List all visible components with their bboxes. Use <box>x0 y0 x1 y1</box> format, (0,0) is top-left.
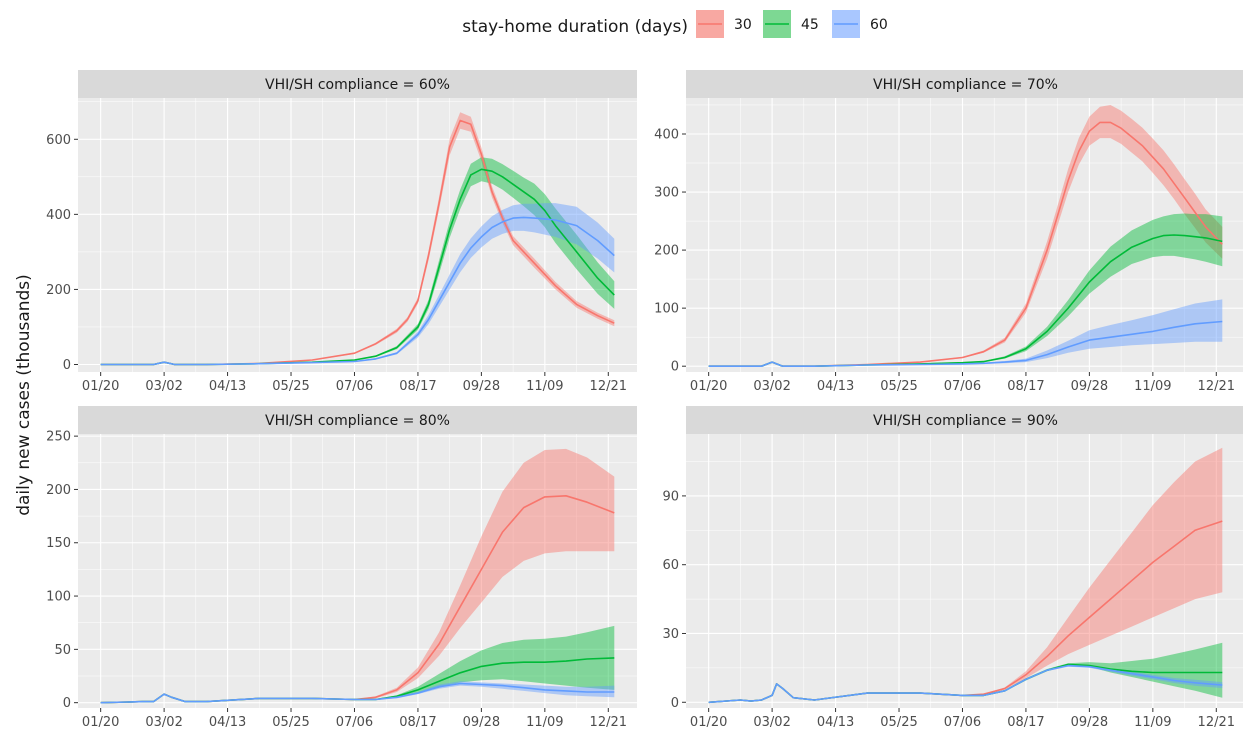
x-tick-label: 04/13 <box>817 715 854 730</box>
x-tick-label: 04/13 <box>817 379 854 394</box>
ribbon-45 <box>708 213 1223 367</box>
panel-title: VHI/SH compliance = 70% <box>873 77 1058 93</box>
ribbon-45 <box>100 625 615 703</box>
series-group <box>100 448 615 704</box>
y-tick-label: 50 <box>54 643 71 658</box>
series-group <box>708 447 1223 704</box>
x-tick-label: 08/17 <box>399 715 436 730</box>
y-tick-label: 300 <box>654 186 679 201</box>
x-tick-label: 12/21 <box>590 379 627 394</box>
x-tick-label: 07/06 <box>944 715 981 730</box>
y-tick-label: 0 <box>63 358 71 373</box>
x-tick-label: 09/28 <box>463 715 500 730</box>
y-tick-label: 400 <box>46 208 71 223</box>
panel-1: VHI/SH compliance = 60% 0 200 400 600 01/20 03… <box>46 70 637 394</box>
legend-label-30: 30 <box>734 17 752 33</box>
y-tick-label: 150 <box>46 536 71 551</box>
ribbon-30 <box>708 447 1223 703</box>
x-tick-label: 11/09 <box>526 379 563 394</box>
panel-title: VHI/SH compliance = 80% <box>265 413 450 429</box>
panel-2: VHI/SH compliance = 70% 0 100 200 300 400 01/2… <box>654 70 1243 394</box>
x-tick-label: 01/20 <box>82 379 119 394</box>
ribbon-60 <box>100 203 615 365</box>
legend: stay-home duration (days) 30 45 60 <box>462 10 888 38</box>
y-tick-label: 30 <box>662 627 679 642</box>
x-tick-label: 12/21 <box>1198 379 1235 394</box>
x-tick-label: 05/25 <box>880 379 917 394</box>
y-tick-label: 90 <box>662 489 679 504</box>
x-tick-label: 08/17 <box>1007 379 1044 394</box>
x-tick-label: 09/28 <box>463 379 500 394</box>
ribbon-30 <box>100 112 615 365</box>
x-tick-label: 09/28 <box>1071 715 1108 730</box>
line-60 <box>100 216 615 366</box>
panel-strip <box>686 406 1243 434</box>
x-tick-label: 11/09 <box>526 715 563 730</box>
x-tick-label: 12/21 <box>1198 715 1235 730</box>
panel-title: VHI/SH compliance = 90% <box>873 413 1058 429</box>
y-tick-label: 200 <box>46 483 71 498</box>
y-tick-label: 0 <box>63 696 71 711</box>
series-group <box>708 105 1223 368</box>
ribbon-60 <box>708 299 1223 367</box>
y-tick-label: 60 <box>662 558 679 573</box>
legend-title: stay-home duration (days) <box>462 17 688 37</box>
x-tick-label: 03/02 <box>753 379 790 394</box>
x-tick-label: 03/02 <box>145 715 182 730</box>
legend-label-60: 60 <box>870 17 888 33</box>
panel-background <box>686 434 1243 708</box>
y-tick-label: 400 <box>654 127 679 142</box>
y-tick-label: 200 <box>654 244 679 259</box>
ribbon-45 <box>708 642 1223 703</box>
x-tick-label: 12/21 <box>590 715 627 730</box>
x-tick-label: 09/28 <box>1071 379 1108 394</box>
x-tick-label: 03/02 <box>753 715 790 730</box>
x-tick-label: 01/20 <box>82 715 119 730</box>
x-tick-label: 04/13 <box>209 715 246 730</box>
y-tick-label: 100 <box>46 590 71 605</box>
series-group <box>100 112 615 366</box>
y-tick-label: 0 <box>671 360 679 375</box>
line-60 <box>708 320 1223 368</box>
panel-strip <box>686 70 1243 98</box>
x-tick-label: 05/25 <box>272 379 309 394</box>
x-tick-label: 01/20 <box>690 715 727 730</box>
x-tick-label: 07/06 <box>944 379 981 394</box>
line-60 <box>708 664 1223 704</box>
x-tick-label: 04/13 <box>209 379 246 394</box>
panel-3: VHI/SH compliance = 80% 0 50 100 150 200 250 01… <box>46 406 637 730</box>
panel-strip <box>78 406 637 434</box>
legend-label-45: 45 <box>801 17 819 33</box>
panel-background <box>686 98 1243 372</box>
x-tick-label: 03/02 <box>145 379 182 394</box>
panel-title: VHI/SH compliance = 60% <box>265 77 450 93</box>
ribbon-60 <box>100 681 615 703</box>
x-tick-label: 11/09 <box>1134 379 1171 394</box>
panel-strip <box>78 70 637 98</box>
x-tick-label: 11/09 <box>1134 715 1171 730</box>
x-tick-label: 05/25 <box>272 715 309 730</box>
x-tick-label: 01/20 <box>690 379 727 394</box>
x-tick-label: 07/06 <box>336 715 373 730</box>
y-tick-label: 600 <box>46 133 71 148</box>
y-tick-label: 100 <box>654 302 679 317</box>
panel-4: VHI/SH compliance = 90% 0 30 60 90 01/20 03/02… <box>662 406 1243 730</box>
y-axis-title: daily new cases (thousands) <box>14 274 34 516</box>
panel-background <box>78 98 637 372</box>
ribbon-30 <box>100 448 615 703</box>
x-tick-label: 05/25 <box>880 715 917 730</box>
x-tick-label: 08/17 <box>1007 715 1044 730</box>
x-tick-label: 08/17 <box>399 379 436 394</box>
x-tick-label: 07/06 <box>336 379 373 394</box>
y-tick-label: 250 <box>46 430 71 445</box>
line-60 <box>100 682 615 704</box>
y-tick-label: 200 <box>46 283 71 298</box>
y-tick-label: 0 <box>671 696 679 711</box>
